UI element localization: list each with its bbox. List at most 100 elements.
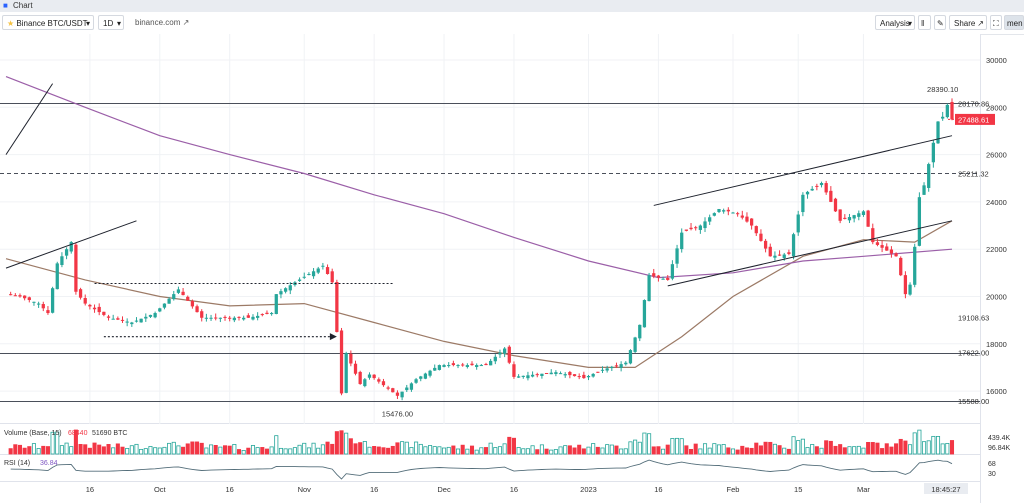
annotations: 28390.10 15476.00 [382,85,959,418]
candle-body [69,242,73,252]
volume-bar [619,448,624,455]
volume-bar [670,438,675,455]
volume-bar [218,446,223,455]
candle-body [885,246,889,251]
chart-area[interactable]: Volume (Base, 15) 68440 51690 BTC RSI (14)… [0,34,1024,503]
candle-body [689,227,693,230]
volume-bar [525,448,530,455]
volume-bar [330,443,335,455]
volume-bar [712,443,717,455]
menu-button[interactable]: menu [1004,15,1024,30]
candle-body [782,254,786,259]
volume-bar [819,447,824,455]
share-button[interactable]: Share ↗ [949,15,987,30]
grid [0,34,981,503]
candle-body [465,365,469,367]
candle-body [624,362,628,365]
volume-bar [549,449,554,455]
candle-body [74,244,78,292]
volume-bar [870,442,875,455]
candle-body [577,376,581,378]
candle-body [106,316,111,318]
volume-axis-label: 439.4K [988,435,1011,442]
volume-bar [167,442,172,455]
candle-body [461,364,465,366]
compare-button[interactable]: ‖ [918,15,931,30]
symbol-label: Binance BTC/USDT [16,19,88,28]
candle-body [50,288,55,313]
volume-bar [702,443,708,455]
analysis-button[interactable]: Analysis ▾ [875,15,915,30]
candle-body [176,289,181,293]
volume-bar [740,445,745,455]
candle-body [698,225,702,230]
toolbar: ★ Binance BTC/USDT ▾ 1D ▾ binance.com ↗ … [0,12,1024,35]
candle-body [223,316,227,318]
rsi-line [10,459,953,480]
volume-bar [661,448,666,455]
symbol-selector[interactable]: ★ Binance BTC/USDT ▾ [2,15,94,30]
chevron-down-icon: ▾ [85,19,90,28]
star-icon[interactable]: ★ [7,19,15,28]
volume-bar [903,440,908,455]
candle-body [279,291,283,295]
candle-body [521,375,525,377]
drawings [5,83,953,341]
candle-body [269,313,274,315]
volume-bar [344,432,349,455]
volume-bar [838,444,843,455]
volume-bar [460,444,465,455]
candle-body [903,275,908,295]
candle-body [852,215,856,219]
volume-bar [455,448,461,455]
volume-bar [395,442,400,455]
candle-body [638,324,642,339]
volume-bar [572,447,577,455]
volume-bar [675,437,680,455]
chart-tab[interactable]: Chart [13,1,33,10]
volume-bar [912,432,917,455]
volume-bar [55,431,60,455]
time-tick-label: 2023 [580,485,597,494]
candle-body [475,365,479,367]
volume-bar [949,440,955,455]
volume-bar [521,448,526,455]
volume-bar [581,448,586,455]
candle-body [484,363,488,366]
volume-bar [27,446,32,455]
price-axis: 30000 28000 26000 24000 22000 20000 18000 16000… [948,56,1011,478]
price-level-label: 28170.86 [958,99,989,108]
volume-bar [134,443,139,455]
candle-body [680,232,684,250]
volume-bar [414,441,419,455]
volume-axis-label: 96.84K [988,445,1011,452]
candle-body [144,316,148,319]
volume-bar [479,447,484,455]
volume-bar [101,446,106,455]
candle-body [256,315,260,318]
candle-body [228,317,232,319]
candle-body [451,363,456,366]
volume-bar [861,447,866,455]
draw-button[interactable]: ✎ [934,15,946,30]
price-tick-label: 26000 [986,151,1007,160]
candle-body [633,337,637,352]
candle-body [339,330,344,394]
price-tick-label: 20000 [986,292,1007,301]
time-tick-label: Nov [298,485,312,494]
fullscreen-button[interactable]: ⛶ [990,15,1002,30]
volume-bar [577,444,582,455]
candle-body [605,368,609,371]
volume-bar [115,443,120,455]
volume-bar [148,446,153,455]
trendline [653,135,953,206]
volume-bar [41,445,46,455]
volume-bar [306,447,311,455]
candle-body [847,217,852,221]
volume-bar [13,444,18,455]
candle-body [544,373,549,375]
source-link[interactable]: binance.com ↗ [135,16,189,30]
candle-body [857,213,861,217]
interval-selector[interactable]: 1D ▾ [98,15,124,30]
price-tick-label: 24000 [986,198,1007,207]
